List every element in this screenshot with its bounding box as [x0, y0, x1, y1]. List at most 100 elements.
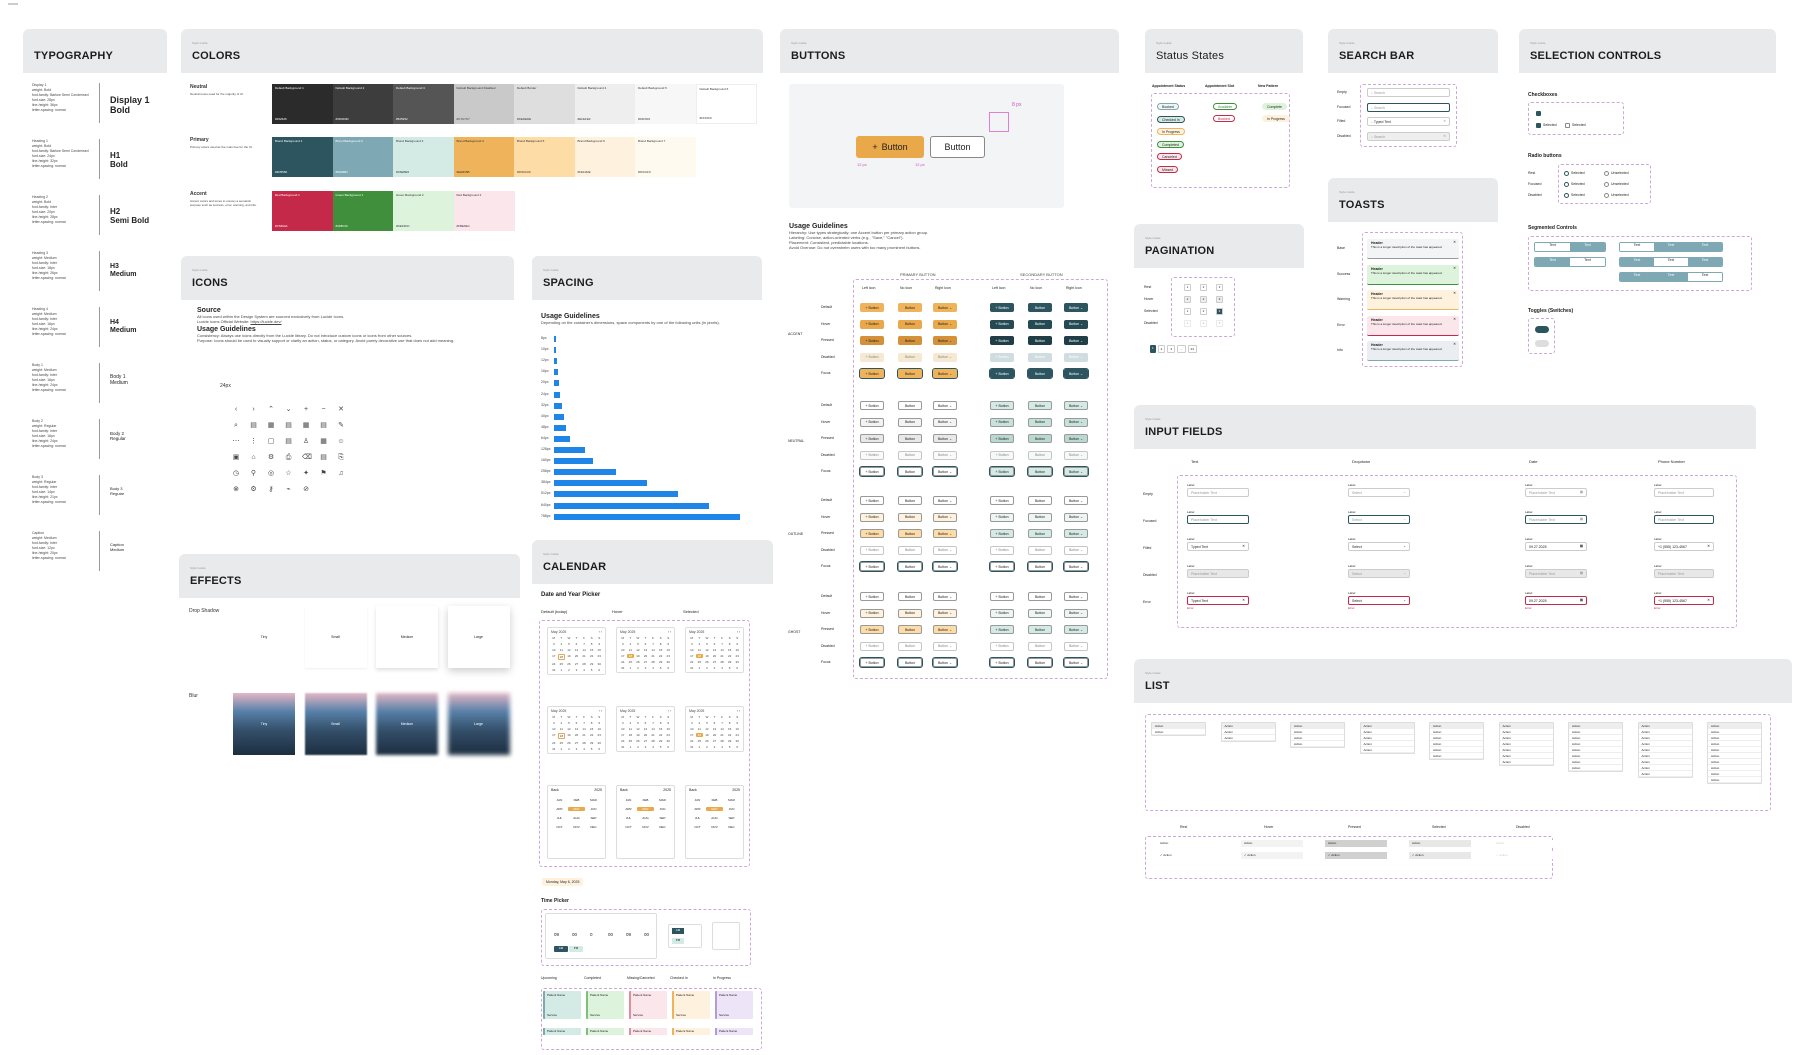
appointment-card[interactable]: Patient Name Service — [672, 991, 710, 1019]
day-cell[interactable]: 24 — [552, 662, 556, 666]
page-button[interactable]: 3 — [1216, 284, 1223, 291]
close-icon[interactable]: ✕ — [1443, 119, 1446, 123]
button-sample[interactable]: Button — [898, 529, 922, 538]
day-cell[interactable]: 10 — [552, 727, 556, 731]
day-cell[interactable]: 22 — [727, 733, 732, 737]
day-cell[interactable]: 23 — [597, 733, 601, 737]
day-cell[interactable]: 3 — [690, 721, 693, 725]
button-sample[interactable]: + Button — [990, 545, 1014, 555]
day-cell[interactable]: 6 — [575, 642, 578, 646]
am-toggle[interactable]: AM — [554, 946, 568, 952]
month-nav-icon[interactable]: ‹ › — [736, 630, 740, 634]
day-cell[interactable]: 4 — [721, 666, 723, 670]
day-cell[interactable]: 12 — [636, 648, 640, 652]
button-sample[interactable]: Button ⌄ — [1064, 417, 1088, 427]
button-sample[interactable]: Button — [898, 401, 922, 410]
button-sample[interactable]: Button — [898, 352, 922, 362]
list-item[interactable]: Action — [1291, 729, 1344, 735]
day-cell[interactable]: 12 — [567, 648, 571, 652]
button-sample[interactable]: Button — [898, 641, 922, 651]
day-cell[interactable]: 16 — [735, 648, 739, 652]
date-picker[interactable]: May 2025 ‹ › M T W T F S S 3 4 5 6 7 8 9 10 11 12 13 14 15 16 1… — [547, 627, 606, 675]
day-cell[interactable]: 29 — [589, 741, 594, 745]
list-item[interactable]: Action — [1221, 735, 1275, 741]
list-item[interactable]: Action — [1638, 741, 1692, 747]
day-cell[interactable]: 4 — [583, 747, 585, 751]
day-cell[interactable]: 18 — [557, 654, 566, 660]
day-cell[interactable]: 4 — [560, 721, 563, 725]
day-cell[interactable]: 20 — [643, 654, 648, 658]
day-cell[interactable]: 1 — [629, 666, 632, 670]
month-cell[interactable]: MAY — [568, 807, 585, 811]
day-cell[interactable]: 22 — [589, 733, 594, 737]
button-sample[interactable]: Button — [1028, 434, 1052, 443]
month-cell[interactable]: SEP — [659, 816, 666, 820]
button-sample[interactable]: Button — [897, 561, 923, 572]
day-cell[interactable]: 2 — [706, 745, 708, 749]
button-sample[interactable]: Button ⌄ — [1064, 303, 1088, 312]
button-sample[interactable]: Button — [1028, 303, 1052, 312]
button-sample[interactable]: + Button — [990, 625, 1014, 634]
day-cell[interactable]: 27 — [712, 660, 717, 664]
button-sample[interactable]: Button — [1028, 401, 1052, 410]
list-item[interactable]: Action — [1499, 747, 1553, 753]
button-sample[interactable]: Button — [1028, 625, 1052, 634]
day-cell[interactable]: 7 — [583, 642, 585, 646]
radio-selected[interactable] — [1564, 193, 1569, 198]
button-sample[interactable]: + Button — [860, 319, 884, 329]
day-cell[interactable]: 6 — [736, 666, 739, 670]
day-cell[interactable]: 3 — [713, 666, 716, 670]
segment[interactable]: Text — [1620, 243, 1654, 251]
month-cell[interactable]: JUN — [728, 807, 735, 811]
day-cell[interactable]: 7 — [583, 721, 585, 725]
day-cell[interactable]: 6 — [598, 747, 601, 751]
button-sample[interactable]: + Button — [989, 368, 1015, 379]
date-picker[interactable]: May 2025 ‹ › M T W T F S S 3 4 5 6 7 8 9 10 11 12 13 14 15 16 1… — [616, 706, 675, 752]
day-cell[interactable]: 6 — [713, 721, 716, 725]
day-cell[interactable]: 16 — [597, 648, 601, 652]
button-sample[interactable]: Button ⌄ — [933, 401, 957, 410]
day-cell[interactable]: 6 — [667, 666, 670, 670]
month-picker[interactable]: Back 2025 JAN FEB MAR APR MAY JUN JUL AUG SEP OCT NO… — [547, 785, 606, 859]
search-input[interactable]: ⌕ Typed Text ✕ — [1367, 117, 1450, 126]
button-sample[interactable]: Button ⌄ — [1064, 496, 1088, 505]
day-cell[interactable]: 15 — [658, 648, 663, 652]
radio-unselected[interactable] — [1604, 182, 1609, 187]
day-cell[interactable]: 3 — [552, 642, 555, 646]
appointment-card-small[interactable]: Patient Name — [715, 1028, 753, 1035]
month-cell[interactable]: JAN — [556, 798, 563, 802]
list-item[interactable]: Action — [1638, 729, 1692, 735]
button-sample[interactable]: Button — [1028, 319, 1052, 329]
date-picker[interactable]: May 2025 ‹ › M T W T F S S 3 4 5 6 7 8 9 10 11 12 13 14 15 16 1… — [685, 627, 744, 673]
page-button[interactable]: 3 — [1216, 296, 1223, 303]
day-cell[interactable]: 30 — [597, 741, 601, 745]
day-cell[interactable]: 14 — [720, 648, 724, 652]
button-sample[interactable]: Button ⌄ — [1064, 641, 1088, 651]
day-cell[interactable]: 4 — [583, 668, 585, 672]
button-sample[interactable]: + Button — [990, 512, 1014, 522]
day-cell[interactable]: 8 — [659, 721, 662, 725]
day-cell[interactable]: 31 — [690, 745, 694, 749]
month-cell[interactable]: APR — [556, 807, 563, 811]
list-item[interactable]: Action — [1360, 729, 1414, 735]
button-sample[interactable]: + Button — [859, 657, 885, 668]
page-button[interactable]: 2 — [1200, 308, 1207, 315]
month-cell[interactable]: MAR — [659, 798, 666, 802]
month-cell[interactable]: JAN — [694, 798, 701, 802]
appointment-card-small[interactable]: Patient Name — [672, 1028, 710, 1035]
button-sample[interactable]: Button ⌄ — [933, 512, 957, 522]
day-cell[interactable]: 25 — [559, 741, 564, 745]
day-cell[interactable]: 30 — [735, 739, 739, 743]
day-cell[interactable]: 5 — [637, 642, 639, 646]
day-cell[interactable]: 26 — [636, 739, 640, 743]
list-item[interactable]: Action — [1499, 723, 1553, 729]
day-cell[interactable]: 21 — [651, 654, 655, 658]
button-sample[interactable]: Button — [897, 466, 923, 477]
button-sample[interactable]: Button ⌄ — [1063, 368, 1089, 379]
day-cell[interactable]: 3 — [575, 668, 578, 672]
day-cell[interactable]: 4 — [652, 745, 654, 749]
page-button[interactable]: 1 — [1184, 296, 1191, 303]
day-cell[interactable]: 19 — [636, 733, 640, 737]
button-sample[interactable]: + Button — [860, 450, 884, 460]
button-sample[interactable]: + Button — [860, 496, 884, 505]
